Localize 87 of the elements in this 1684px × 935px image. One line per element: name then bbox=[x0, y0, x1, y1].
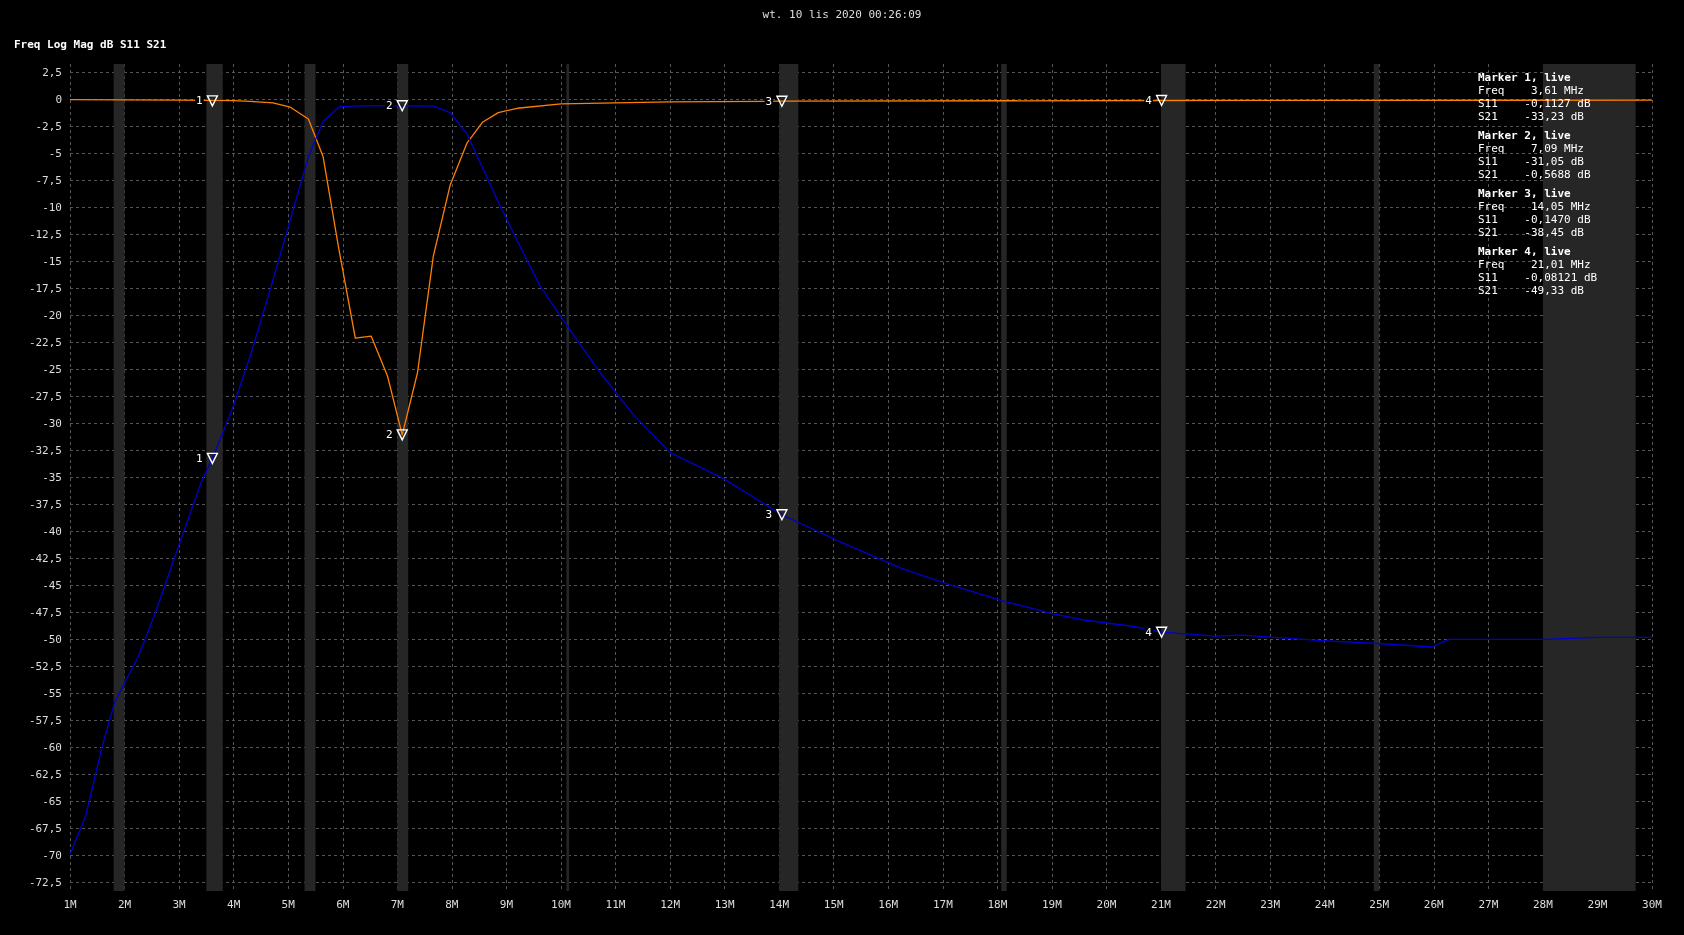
y-tick-label: -55 bbox=[42, 686, 62, 700]
annotation: 3 bbox=[765, 508, 773, 522]
y-tick-label: -37,5 bbox=[28, 497, 62, 511]
y-axis-title: Freq Log Mag dB S11 S21 bbox=[14, 38, 167, 51]
x-tick-label: 10M bbox=[551, 898, 572, 911]
y-tick-label: -70 bbox=[42, 848, 62, 862]
annotation: 4 bbox=[1145, 94, 1153, 107]
x-tick-label: 23M bbox=[1260, 898, 1281, 911]
y-tick-label: -72,5 bbox=[28, 875, 62, 889]
x-tick-label: 28M bbox=[1532, 898, 1554, 911]
x-tick-label: 24M bbox=[1314, 898, 1335, 911]
x-tick-label: 9M bbox=[499, 898, 514, 911]
annotation: S11 -31,05 dB bbox=[1478, 155, 1585, 168]
annotation: S21 -38,45 dB bbox=[1478, 226, 1585, 239]
annotation: 2 bbox=[385, 99, 393, 113]
x-tick-label: 13M bbox=[714, 898, 735, 911]
x-tick-label: 20M bbox=[1096, 898, 1117, 911]
x-tick-label: 7M bbox=[390, 898, 405, 911]
x-tick-label: 18M bbox=[987, 898, 1008, 911]
x-tick-label: 17M bbox=[932, 898, 954, 911]
y-tick-label: -65 bbox=[42, 794, 62, 808]
annotation: S21 -33,23 dB bbox=[1478, 110, 1585, 123]
annotation: Freq 7,09 MHz bbox=[1478, 142, 1584, 155]
y-tick-label: -7,5 bbox=[35, 174, 62, 188]
x-tick-label: 15M bbox=[823, 898, 845, 911]
y-tick-label: -27,5 bbox=[28, 390, 62, 404]
y-tick-label: 0 bbox=[55, 93, 62, 107]
annotation: Freq 14,05 MHz bbox=[1478, 200, 1591, 213]
y-tick-label: -57,5 bbox=[28, 713, 62, 727]
annotation: S11 -0,08121 dB bbox=[1478, 271, 1598, 284]
x-tick-label: 21M bbox=[1151, 898, 1172, 911]
x-tick-label: 27M bbox=[1478, 898, 1499, 911]
y-tick-label: -42,5 bbox=[28, 551, 62, 565]
y-tick-label: -25 bbox=[42, 363, 62, 377]
y-tick-label: -35 bbox=[42, 471, 62, 484]
x-tick-label: 2M bbox=[117, 898, 132, 911]
x-tick-label: 14M bbox=[769, 898, 790, 911]
x-tick-label: 12M bbox=[660, 898, 681, 911]
annotation: 2 bbox=[385, 428, 393, 442]
y-tick-label: -10 bbox=[42, 201, 62, 215]
x-tick-label: 8M bbox=[445, 898, 459, 911]
annotation: S21 -0,5688 dB bbox=[1478, 168, 1591, 181]
annotation: S21 -49,33 dB bbox=[1478, 284, 1585, 297]
annotation: S11 -0,1127 dB bbox=[1478, 97, 1591, 110]
annotation: Freq 21,01 MHz bbox=[1478, 258, 1591, 271]
x-tick-label: 16M bbox=[878, 898, 899, 911]
y-tick-label: -47,5 bbox=[28, 605, 62, 619]
x-tick-label: 3M bbox=[172, 898, 187, 911]
y-tick-label: -32,5 bbox=[28, 444, 62, 458]
y-tick-label: -62,5 bbox=[28, 767, 62, 781]
x-tick-label: 19M bbox=[1041, 898, 1063, 911]
y-tick-label: -67,5 bbox=[28, 821, 62, 835]
x-tick-label: 6M bbox=[336, 898, 350, 911]
y-tick-label: -20 bbox=[42, 309, 62, 323]
x-tick-label: 22M bbox=[1205, 898, 1226, 911]
y-tick-label: -2,5 bbox=[35, 120, 62, 134]
annotation: 3 bbox=[765, 94, 773, 108]
x-tick-label: 11M bbox=[605, 898, 626, 911]
annotation: Freq 3,61 MHz bbox=[1478, 84, 1584, 97]
y-tick-label: -5 bbox=[48, 147, 62, 161]
x-tick-label: 26M bbox=[1423, 898, 1445, 911]
annotation: 1 bbox=[196, 94, 203, 108]
y-tick-label: -50 bbox=[42, 632, 62, 646]
annotation: Marker 1, live bbox=[1478, 71, 1572, 84]
y-tick-label: 2,5 bbox=[42, 66, 62, 80]
x-tick-label: 25M bbox=[1369, 898, 1390, 911]
annotation: S11 -0,1470 dB bbox=[1478, 213, 1591, 226]
x-tick-label: 1M bbox=[63, 898, 77, 911]
y-tick-label: -52,5 bbox=[28, 659, 62, 673]
y-tick-label: -15 bbox=[42, 255, 62, 269]
y-tick-label: -12,5 bbox=[28, 228, 62, 242]
chart-title: wt. 10 lis 2020 00:26:09 bbox=[762, 8, 922, 21]
x-tick-label: 5M bbox=[281, 898, 296, 911]
y-tick-label: -40 bbox=[42, 524, 62, 538]
annotation: Marker 3, live bbox=[1478, 187, 1572, 200]
x-tick-label: 29M bbox=[1587, 898, 1608, 911]
annotation: 1 bbox=[196, 451, 203, 465]
x-tick-label: 4M bbox=[227, 898, 241, 911]
x-tick-label: 30M bbox=[1642, 898, 1663, 911]
y-tick-label: -17,5 bbox=[28, 282, 62, 296]
y-tick-label: -45 bbox=[42, 578, 62, 592]
y-tick-label: -22,5 bbox=[28, 336, 62, 350]
y-tick-label: -60 bbox=[42, 740, 62, 754]
annotation: 4 bbox=[1145, 625, 1153, 639]
annotation: Marker 2, live bbox=[1478, 129, 1572, 142]
y-tick-label: -30 bbox=[42, 417, 62, 431]
annotation: Marker 4, live bbox=[1478, 245, 1572, 258]
